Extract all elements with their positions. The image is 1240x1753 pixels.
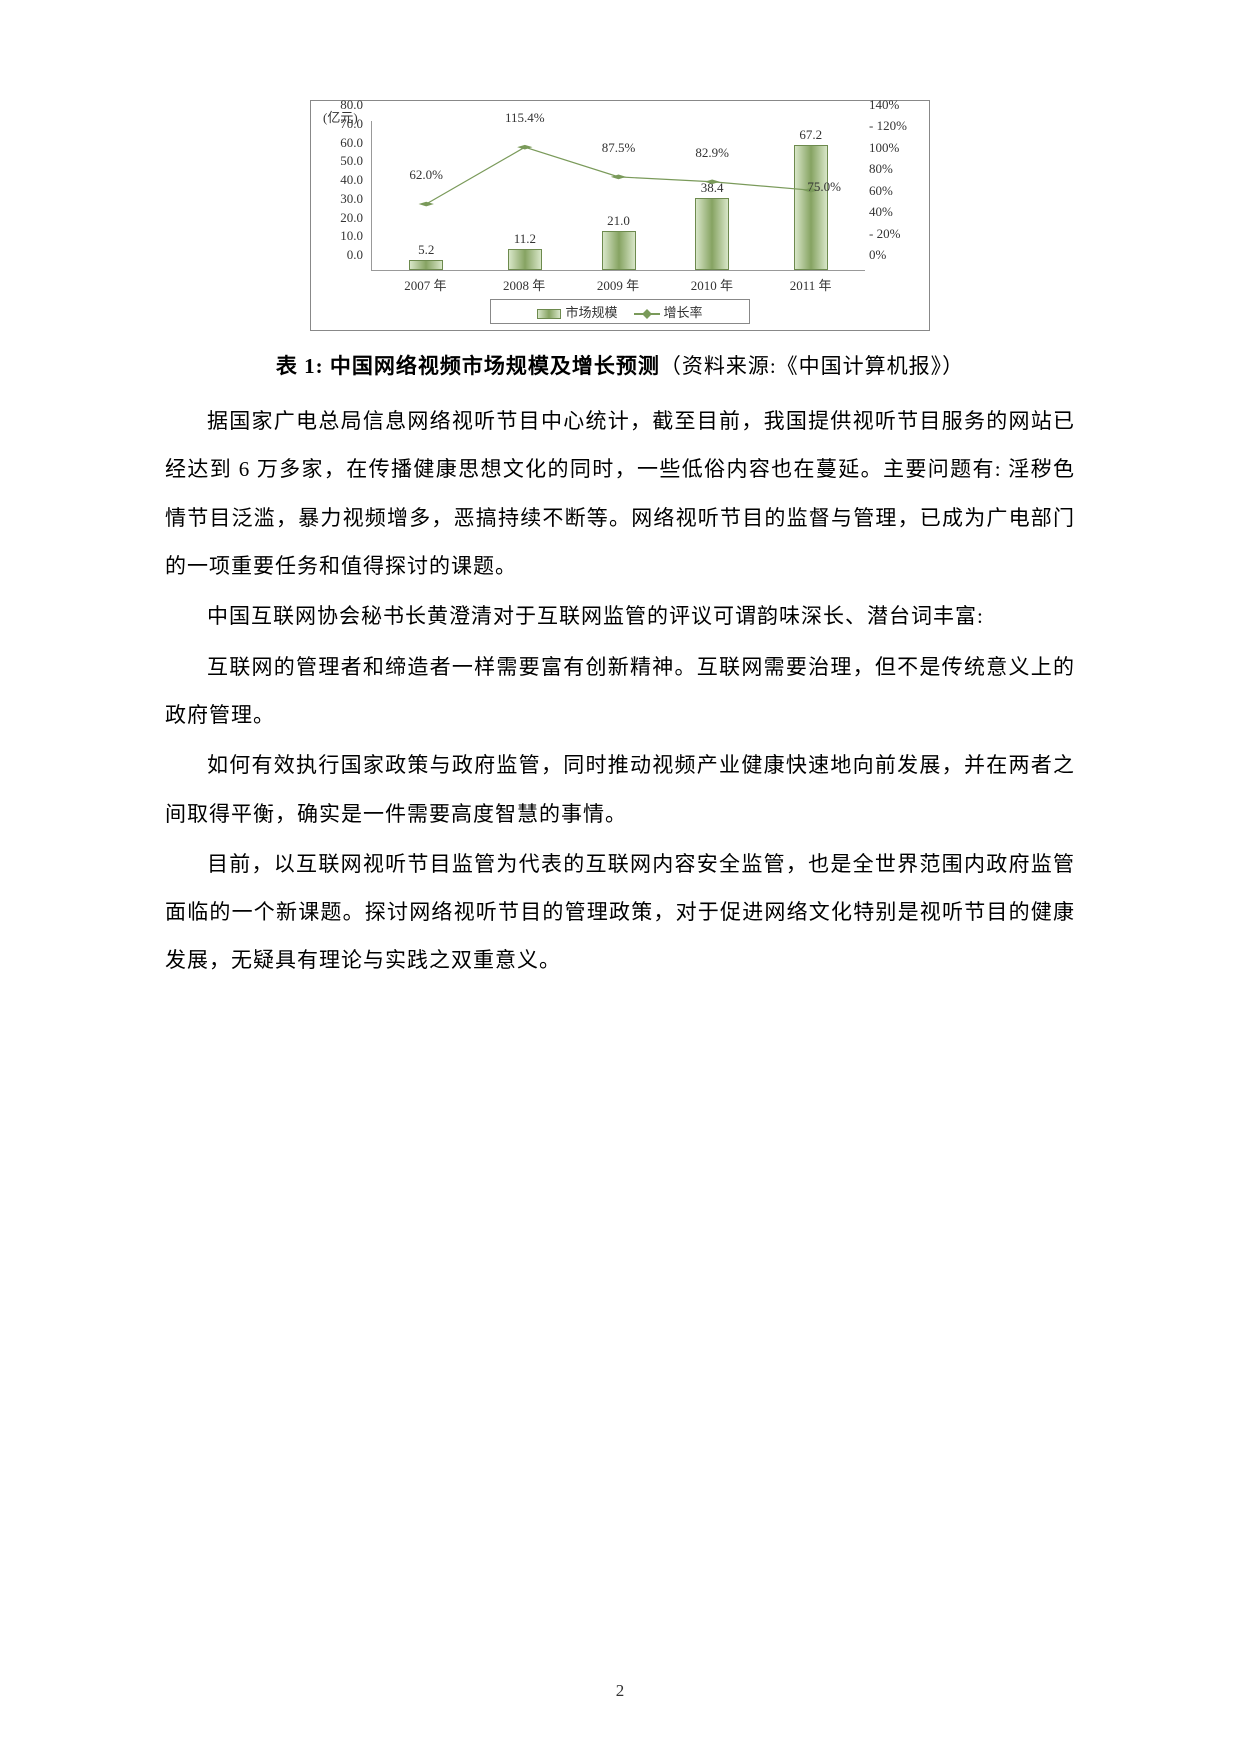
x-tick: 2010 年 — [691, 275, 733, 294]
y-right-tick: 0% — [869, 247, 886, 263]
y-left-tick: 20.0 — [340, 210, 363, 226]
paragraph: 互联网的管理者和缔造者一样需要富有创新精神。互联网需要治理，但不是传统意义上的政… — [165, 643, 1075, 740]
y-right-tick: - 120% — [869, 118, 907, 134]
paragraph: 目前，以互联网视听节目监管为代表的互联网内容安全监管，也是全世界范围内政府监管面… — [165, 840, 1075, 985]
x-axis: 2007 年 2008 年 2009 年 2010 年 2011 年 — [371, 275, 865, 293]
line-value-label: 75.0% — [807, 179, 841, 195]
y-left-tick: 50.0 — [340, 153, 363, 169]
page-number: 2 — [0, 1681, 1240, 1701]
legend-bar-label: 市场规模 — [565, 305, 617, 320]
line-value-label: 115.4% — [505, 110, 545, 126]
legend-line: 增长率 — [634, 302, 703, 321]
y-left-tick: 40.0 — [340, 172, 363, 188]
chart-container: (亿元) 0.010.020.030.040.050.060.070.080.0… — [310, 100, 930, 331]
y-left-tick: 80.0 — [340, 97, 363, 113]
plot-area: 5.211.221.038.467.262.0%115.4%87.5%82.9%… — [371, 121, 865, 271]
line-value-label: 82.9% — [695, 145, 729, 161]
figure-caption: 表 1: 中国网络视频市场规模及增长预测（资料来源:《中国计算机报》） — [165, 343, 1075, 389]
line-value-label: 62.0% — [409, 167, 443, 183]
paragraph: 中国互联网协会秘书长黄澄清对于互联网监管的评议可谓韵味深长、潜台词丰富: — [165, 592, 1075, 640]
y-right-tick: 80% — [869, 161, 893, 177]
y-left-tick: 30.0 — [340, 191, 363, 207]
y-left-tick: 10.0 — [340, 228, 363, 244]
x-tick: 2009 年 — [597, 275, 639, 294]
line-value-label: 87.5% — [602, 140, 636, 156]
caption-bold: 表 1: 中国网络视频市场规模及增长预测 — [276, 354, 660, 378]
y-right-tick: - 20% — [869, 226, 900, 242]
y-left-tick: 0.0 — [347, 247, 363, 263]
paragraph: 据国家广电总局信息网络视听节目中心统计，截至目前，我国提供视听节目服务的网站已经… — [165, 397, 1075, 590]
legend-line-label: 增长率 — [664, 305, 703, 320]
y-right-tick: 100% — [869, 140, 899, 156]
x-tick: 2011 年 — [790, 275, 832, 294]
y-left-tick: 70.0 — [340, 116, 363, 132]
y-right-tick: 140% — [869, 97, 899, 113]
x-tick: 2008 年 — [503, 275, 545, 294]
caption-source: （资料来源:《中国计算机报》） — [660, 354, 964, 378]
y-axis-right: 0%- 20%40%60%80%100%- 120%140% — [869, 121, 919, 271]
y-right-tick: 60% — [869, 183, 893, 199]
paragraph: 如何有效执行国家政策与政府监管，同时推动视频产业健康快速地向前发展，并在两者之间… — [165, 741, 1075, 838]
body-text: 据国家广电总局信息网络视听节目中心统计，截至目前，我国提供视听节目服务的网站已经… — [165, 397, 1075, 985]
y-axis-left: 0.010.020.030.040.050.060.070.080.0 — [323, 121, 367, 271]
legend-bar: 市场规模 — [537, 302, 617, 321]
chart-legend: 市场规模 增长率 — [490, 299, 750, 324]
y-right-tick: 40% — [869, 204, 893, 220]
x-tick: 2007 年 — [404, 275, 446, 294]
y-left-tick: 60.0 — [340, 135, 363, 151]
